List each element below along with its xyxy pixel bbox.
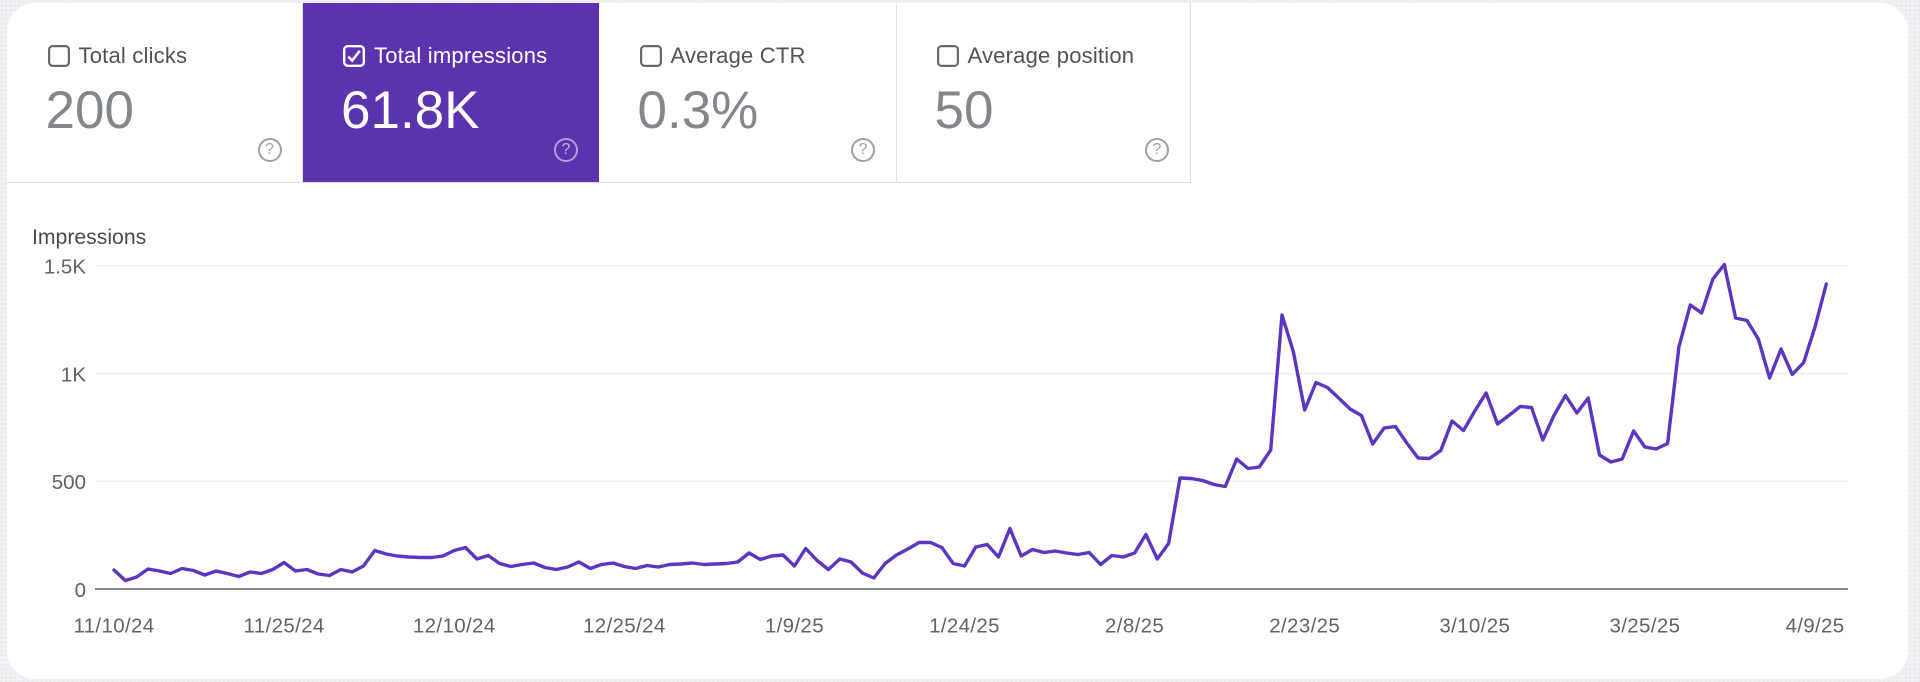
svg-text:12/10/24: 12/10/24: [413, 615, 496, 638]
svg-text:0: 0: [75, 579, 86, 602]
svg-text:1K: 1K: [61, 363, 86, 386]
svg-text:500: 500: [52, 471, 86, 494]
svg-text:3/25/25: 3/25/25: [1609, 615, 1680, 638]
svg-text:1/9/25: 1/9/25: [765, 615, 824, 638]
svg-text:3/10/25: 3/10/25: [1439, 615, 1510, 638]
svg-text:11/10/24: 11/10/24: [73, 615, 154, 638]
svg-text:2/8/25: 2/8/25: [1105, 615, 1164, 638]
svg-text:Impressions: Impressions: [32, 226, 146, 249]
svg-text:11/25/24: 11/25/24: [244, 615, 325, 638]
svg-text:12/25/24: 12/25/24: [583, 615, 666, 638]
svg-text:1/24/25: 1/24/25: [929, 615, 1000, 638]
svg-text:4/9/25: 4/9/25: [1785, 615, 1844, 638]
svg-text:2/23/25: 2/23/25: [1269, 615, 1340, 638]
svg-text:1.5K: 1.5K: [44, 256, 86, 279]
